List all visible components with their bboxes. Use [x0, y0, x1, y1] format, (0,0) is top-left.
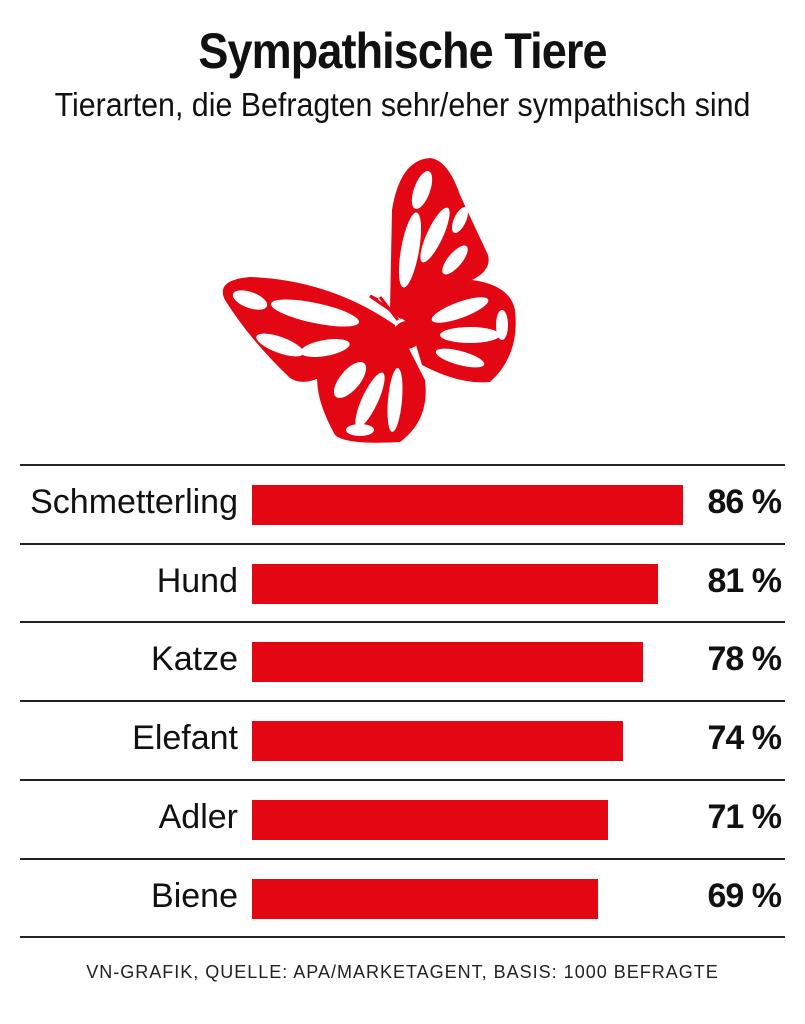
bar-schmetterling: [252, 485, 683, 525]
divider: [20, 936, 785, 939]
bar-elefant: [252, 721, 623, 762]
value-label: 74 %: [707, 719, 782, 758]
value-label: 78 %: [707, 640, 782, 679]
bar-katze: [252, 642, 643, 683]
value-label: 81 %: [707, 561, 782, 600]
value-label: 86 %: [707, 483, 782, 521]
chart-subtitle: Tierarten, die Befragten sehr/eher sympa…: [54, 86, 751, 123]
chart-title: Sympathische Tiere: [198, 23, 607, 79]
value-label: 69 %: [707, 876, 782, 915]
divider: [20, 857, 785, 860]
category-label: Biene: [151, 876, 238, 915]
bar-biene: [252, 878, 598, 919]
category-label: Elefant: [132, 719, 238, 758]
divider: [20, 542, 785, 545]
bar-hund: [252, 563, 658, 604]
bar-adler: [252, 799, 608, 840]
category-label: Adler: [158, 797, 238, 836]
category-label: Katze: [151, 640, 238, 679]
divider: [20, 464, 785, 466]
source-note: VN-GRAFIK, QUELLE: APA/MARKETAGENT, BASI…: [86, 962, 719, 982]
category-label: Hund: [156, 561, 238, 600]
category-label: Schmetterling: [30, 483, 238, 521]
butterfly-icon: [222, 158, 516, 443]
divider: [20, 621, 785, 624]
value-label: 71 %: [707, 797, 782, 836]
divider: [20, 778, 785, 781]
divider: [20, 700, 785, 703]
